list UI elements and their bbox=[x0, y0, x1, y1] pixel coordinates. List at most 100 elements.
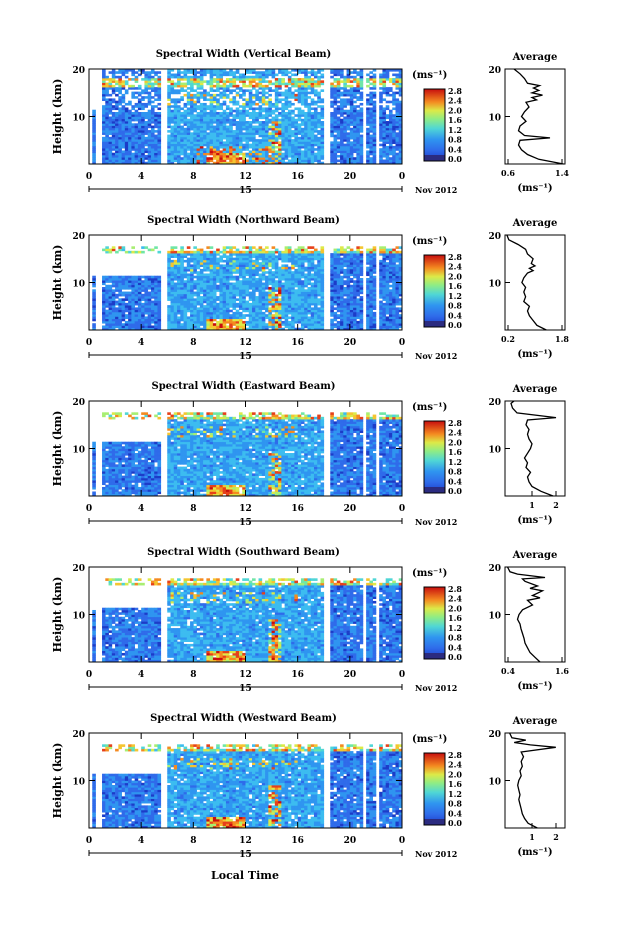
heatmap-cell bbox=[213, 305, 217, 308]
heatmap-cell bbox=[109, 312, 113, 315]
heatmap-cell bbox=[219, 132, 223, 135]
heatmap-cell bbox=[347, 121, 351, 124]
heatmap-cell bbox=[141, 89, 145, 92]
heatmap-cell bbox=[382, 137, 386, 140]
heatmap-cell bbox=[389, 135, 393, 138]
heatmap-cell bbox=[216, 316, 220, 319]
heatmap-cell bbox=[242, 76, 246, 79]
heatmap-cell bbox=[135, 289, 139, 292]
heatmap-cell bbox=[190, 285, 194, 288]
heatmap-cell bbox=[148, 298, 152, 301]
heatmap-cell bbox=[177, 146, 181, 149]
heatmap-cell bbox=[203, 107, 207, 110]
heatmap-cell bbox=[226, 294, 230, 297]
heatmap-cell bbox=[311, 83, 315, 86]
heatmap-cell bbox=[144, 148, 148, 151]
heatmap-cell bbox=[229, 262, 233, 265]
heatmap-cell bbox=[232, 130, 236, 133]
heatmap-cell bbox=[154, 135, 158, 138]
heatmap-cell bbox=[105, 310, 109, 313]
heatmap-cell bbox=[239, 298, 243, 301]
heatmap-cell bbox=[347, 101, 351, 104]
heatmap-cell bbox=[340, 123, 344, 126]
heatmap-cell bbox=[232, 144, 236, 147]
heatmap-cell bbox=[236, 139, 240, 142]
heatmap-cell bbox=[288, 92, 292, 95]
heatmap-cell bbox=[285, 146, 289, 149]
heatmap-cell bbox=[382, 87, 386, 90]
heatmap-cell bbox=[112, 153, 116, 156]
heatmap-cell bbox=[285, 148, 289, 151]
heatmap-cell bbox=[298, 159, 302, 162]
heatmap-cell bbox=[112, 89, 116, 92]
heatmap-cell bbox=[249, 303, 253, 306]
heatmap-cell bbox=[236, 92, 240, 95]
heatmap-cell bbox=[190, 307, 194, 310]
heatmap-cell bbox=[216, 105, 220, 108]
heatmap-cell bbox=[252, 269, 256, 272]
heatmap-cell bbox=[356, 83, 360, 86]
heatmap-cell bbox=[356, 85, 360, 88]
heatmap-cell bbox=[144, 78, 148, 81]
heatmap-cell bbox=[389, 119, 393, 122]
heatmap-cell bbox=[213, 128, 217, 131]
heatmap-cell bbox=[203, 283, 207, 286]
heatmap-cell bbox=[347, 148, 351, 151]
heatmap-cell bbox=[255, 296, 259, 299]
heatmap-cell bbox=[226, 135, 230, 138]
heatmap-cell bbox=[219, 87, 223, 90]
heatmap-cell bbox=[272, 141, 276, 144]
heatmap-cell bbox=[285, 249, 289, 252]
heatmap-cell bbox=[200, 253, 204, 256]
heatmap-cell bbox=[112, 314, 116, 317]
heatmap-cell bbox=[272, 251, 276, 254]
heatmap-cell bbox=[259, 157, 263, 160]
heatmap-cell bbox=[272, 321, 276, 324]
heatmap-cell bbox=[294, 78, 298, 81]
heatmap-cell bbox=[216, 144, 220, 147]
heatmap-cell bbox=[389, 153, 393, 156]
heatmap-cell bbox=[180, 249, 184, 252]
heatmap-cell bbox=[144, 74, 148, 77]
heatmap-cell bbox=[265, 155, 269, 158]
heatmap-cell bbox=[226, 128, 230, 131]
heatmap-cell bbox=[206, 246, 210, 249]
heatmap-cell bbox=[301, 267, 305, 270]
heatmap-cell bbox=[314, 103, 318, 106]
heatmap-cell bbox=[239, 305, 243, 308]
heatmap-cell bbox=[317, 101, 321, 104]
heatmap-cell bbox=[229, 314, 233, 317]
heatmap-cell bbox=[232, 258, 236, 261]
heatmap-cell bbox=[200, 71, 204, 74]
heatmap-cell bbox=[259, 251, 263, 254]
heatmap-cell bbox=[171, 101, 175, 104]
heatmap-cell bbox=[311, 130, 315, 133]
heatmap-cell bbox=[239, 74, 243, 77]
heatmap-cell bbox=[252, 296, 256, 299]
heatmap-cell bbox=[229, 269, 233, 272]
heatmap-cell bbox=[193, 130, 197, 133]
heatmap-cell bbox=[239, 119, 243, 122]
heatmap-cell bbox=[135, 87, 139, 90]
heatmap-cell bbox=[347, 119, 351, 122]
heatmap-cell bbox=[206, 323, 210, 326]
heatmap-cell bbox=[298, 298, 302, 301]
heatmap-cell bbox=[177, 132, 181, 135]
heatmap-cell bbox=[373, 137, 377, 140]
heatmap-cell bbox=[112, 289, 116, 292]
heatmap-cell bbox=[118, 107, 122, 110]
heatmap-cell bbox=[213, 78, 217, 81]
heatmap-cell bbox=[200, 323, 204, 326]
heatmap-cell bbox=[148, 119, 152, 122]
heatmap-cell bbox=[242, 251, 246, 254]
heatmap-cell bbox=[386, 132, 390, 135]
heatmap-cell bbox=[197, 283, 201, 286]
heatmap-cell bbox=[197, 323, 201, 326]
heatmap-cell bbox=[216, 267, 220, 270]
heatmap-cell bbox=[125, 80, 129, 83]
heatmap-cell bbox=[236, 319, 240, 322]
heatmap-cell bbox=[307, 137, 311, 140]
heatmap-cell bbox=[105, 305, 109, 308]
heatmap-cell bbox=[275, 159, 279, 162]
heatmap-cell bbox=[275, 110, 279, 113]
